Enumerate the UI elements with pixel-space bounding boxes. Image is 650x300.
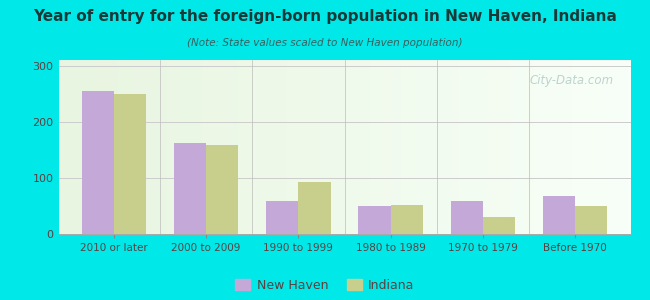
Text: Year of entry for the foreign-born population in New Haven, Indiana: Year of entry for the foreign-born popul… — [33, 9, 617, 24]
Bar — [575, 206, 608, 234]
Bar — [391, 205, 423, 234]
Bar — [206, 145, 239, 234]
Bar — [543, 196, 575, 234]
Legend: New Haven, Indiana: New Haven, Indiana — [231, 274, 419, 297]
Bar — [450, 201, 483, 234]
Bar — [358, 206, 391, 234]
Bar — [483, 217, 515, 234]
Bar — [81, 91, 114, 234]
Text: City-Data.com: City-Data.com — [529, 74, 614, 87]
Bar — [298, 182, 331, 234]
Text: (Note: State values scaled to New Haven population): (Note: State values scaled to New Haven … — [187, 38, 463, 47]
Bar — [114, 94, 146, 234]
Bar — [174, 143, 206, 234]
Bar — [266, 201, 298, 234]
